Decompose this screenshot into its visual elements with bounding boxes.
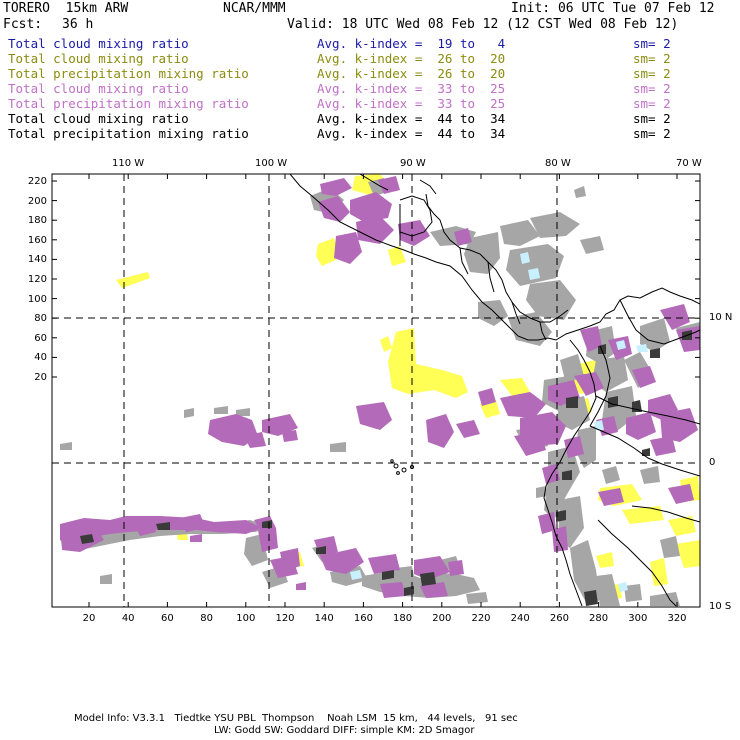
- y-tick-label: 20: [34, 372, 47, 383]
- x-tick-label: 300: [628, 613, 648, 624]
- x-tick-label: 40: [121, 613, 135, 624]
- x-tick-label: 280: [589, 613, 609, 624]
- legend-field-name: Total precipitation mixing ratio: [8, 66, 249, 81]
- legend-smoothing: sm= 2: [633, 111, 671, 126]
- legend-field-name: Total cloud mixing ratio: [8, 81, 189, 96]
- legend-smoothing: sm= 2: [633, 36, 671, 51]
- x-tick-label: 120: [275, 613, 295, 624]
- y-tick-label: 140: [27, 254, 47, 266]
- x-tick-label: 240: [510, 613, 530, 624]
- legend-kindex-range: Avg. k-index = 26 to 20: [317, 66, 506, 81]
- x-tick-label: 260: [549, 613, 569, 624]
- y-tick-label: 180: [27, 215, 47, 227]
- legend-smoothing: sm= 2: [633, 96, 671, 111]
- legend-kindex-range: Avg. k-index = 33 to 25: [317, 81, 506, 96]
- model-info-line: Model Info: V3.3.1 Tiedtke YSU PBL Thomp…: [74, 713, 518, 724]
- x-tick-label: 60: [161, 613, 174, 624]
- latitude-label: 10 N: [709, 312, 733, 323]
- lat-lon-grid: [52, 174, 700, 607]
- y-tick-label: 100: [27, 293, 47, 305]
- legend-kindex-range: Avg. k-index = 44 to 34: [317, 111, 506, 126]
- legend-field-name: Total cloud mixing ratio: [8, 111, 189, 126]
- model-title: TORERO 15km ARW: [3, 1, 129, 16]
- organization-label: NCAR/MMM: [223, 1, 286, 16]
- legend-smoothing: sm= 2: [633, 81, 671, 96]
- legend-field-name: Total cloud mixing ratio: [8, 36, 189, 51]
- x-tick-label: 80: [200, 613, 213, 624]
- legend-smoothing: sm= 2: [633, 51, 671, 66]
- y-tick-label: 60: [34, 332, 47, 344]
- x-tick-label: 160: [353, 613, 373, 624]
- legend-smoothing: sm= 2: [633, 126, 671, 141]
- latitude-label: 10 S: [709, 601, 732, 612]
- legend-kindex-range: Avg. k-index = 33 to 25: [317, 96, 506, 111]
- legend-field-name: Total precipitation mixing ratio: [8, 126, 249, 141]
- physics-info-line: LW: Godd SW: Goddard DIFF: simple KM: 2D…: [214, 725, 475, 736]
- y-tick-label: 80: [34, 313, 47, 325]
- y-tick-label: 120: [27, 274, 47, 285]
- x-tick-label: 200: [432, 613, 452, 624]
- map-frame: [51, 173, 701, 608]
- longitude-label: 90 W: [400, 158, 426, 169]
- legend-kindex-range: Avg. k-index = 26 to 20: [317, 51, 506, 66]
- init-time: Init: 06 UTC Tue 07 Feb 12: [511, 1, 715, 16]
- x-tick-label: 140: [314, 613, 334, 624]
- x-tick-label: 220: [471, 613, 491, 624]
- y-tick-label: 160: [27, 234, 47, 246]
- forecast-label: Fcst:: [3, 17, 43, 32]
- longitude-label: 70 W: [676, 158, 702, 169]
- forecast-hours: 36 h: [62, 17, 94, 32]
- x-tick-label: 20: [82, 613, 96, 624]
- y-tick-label: 40: [34, 352, 47, 364]
- x-tick-label: 100: [236, 613, 256, 624]
- x-tick-label: 320: [667, 613, 687, 624]
- latitude-label: 0: [709, 457, 716, 468]
- x-tick-label: 180: [393, 613, 413, 624]
- longitude-label: 100 W: [255, 158, 288, 169]
- legend-smoothing: sm= 2: [633, 66, 671, 81]
- legend-field-name: Total precipitation mixing ratio: [8, 96, 249, 111]
- longitude-label: 80 W: [545, 158, 571, 169]
- longitude-label: 110 W: [112, 158, 145, 169]
- y-tick-label: 200: [27, 195, 47, 207]
- legend-kindex-range: Avg. k-index = 19 to 4: [317, 36, 506, 51]
- valid-time: Valid: 18 UTC Wed 08 Feb 12 (12 CST Wed …: [287, 17, 679, 32]
- legend-kindex-range: Avg. k-index = 44 to 34: [317, 126, 506, 141]
- axis-ticks: [52, 174, 700, 607]
- legend-field-name: Total cloud mixing ratio: [8, 51, 189, 66]
- y-tick-label: 220: [27, 176, 47, 187]
